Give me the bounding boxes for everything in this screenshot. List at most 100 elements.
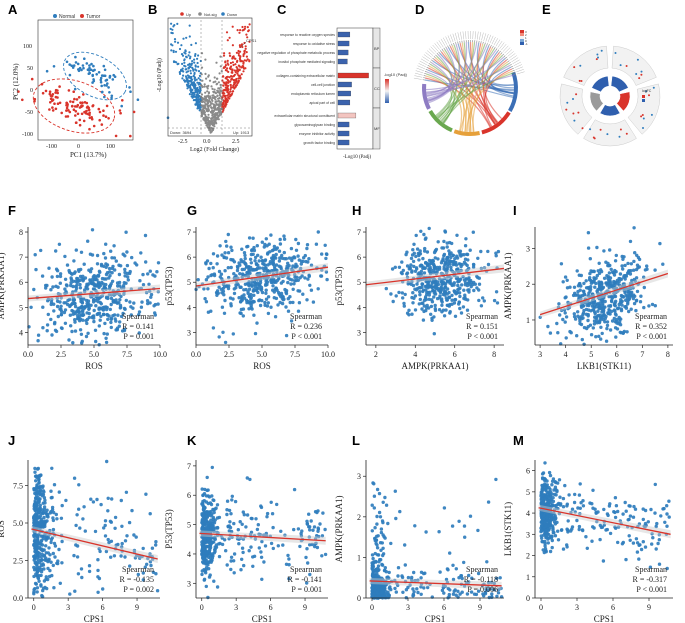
scatter-point	[445, 259, 449, 264]
scatter-point	[601, 307, 606, 311]
volcano-point	[201, 79, 204, 82]
scatter-point	[284, 562, 289, 566]
y-tick-label: 5	[187, 278, 191, 287]
scatter-point	[254, 267, 259, 272]
scatter-point	[271, 260, 275, 265]
scatter-point	[613, 294, 618, 299]
volcano-point	[213, 125, 216, 128]
scatter-point	[240, 557, 244, 561]
scatter-point	[49, 560, 53, 564]
scatter-point	[239, 536, 243, 540]
circ-gene-point	[577, 111, 580, 114]
volcano-point	[217, 87, 220, 90]
circ-gene-point	[619, 64, 622, 67]
scatter-point	[54, 249, 58, 253]
chord-gene-label-mark	[428, 48, 435, 55]
scatter-point	[376, 568, 380, 573]
scatter-point	[103, 534, 108, 538]
scatter-point	[83, 276, 88, 280]
volcano-point	[229, 90, 232, 93]
scatter-point	[52, 586, 56, 590]
scatter-point	[443, 286, 447, 290]
scatter-point	[296, 527, 301, 531]
scatter-point	[200, 487, 204, 491]
chord-gene-label-mark	[502, 45, 509, 52]
scatter-point	[278, 256, 282, 260]
scatter-point	[300, 529, 304, 533]
go-term-label: negative regulation of phosphate metabol…	[258, 51, 336, 55]
scatter-point	[242, 251, 247, 255]
chord-gene-tick	[436, 52, 439, 55]
scatter-point	[619, 298, 623, 302]
chord-gene-label-mark	[432, 44, 439, 52]
chord-gene-tick	[492, 45, 494, 48]
volcano-point	[189, 72, 192, 75]
scatter-point	[232, 272, 236, 276]
scatter-point	[413, 308, 418, 312]
scatter-point	[614, 253, 618, 258]
scatter-point	[324, 252, 329, 256]
scatter-point	[372, 494, 377, 498]
scatter-point	[292, 487, 297, 492]
scatter-point	[59, 312, 64, 317]
scatter-point	[454, 567, 458, 571]
scatter-point	[49, 302, 53, 307]
scatter-point	[379, 590, 384, 595]
chord-gene-label-mark	[507, 51, 514, 57]
scatter-point	[109, 302, 113, 307]
scatter-point	[269, 277, 274, 281]
circ-gene-point	[642, 127, 644, 129]
pca-point-tumor	[58, 85, 61, 88]
scatter-point	[618, 300, 623, 305]
pca-point-tumor	[83, 101, 87, 104]
scatter-point	[259, 255, 263, 259]
scatter-point	[212, 529, 216, 534]
scatter-point	[45, 586, 49, 591]
scatter-point	[38, 488, 43, 492]
x-axis-label: CPS1	[252, 614, 273, 623]
go-bar	[337, 121, 350, 128]
pca-point-tumor	[54, 95, 58, 99]
volcano-point	[216, 113, 219, 116]
scatter-point	[468, 248, 472, 252]
chord-gene-tick	[510, 65, 513, 68]
chord-gene-tick	[426, 67, 429, 69]
scatter-point	[97, 324, 102, 328]
scatter-point	[582, 281, 586, 286]
scatter-point	[51, 527, 56, 532]
volcano-point	[209, 120, 212, 124]
scatter-point	[230, 494, 234, 498]
pca-point-tumor	[78, 123, 82, 127]
scatter-point	[247, 236, 252, 240]
x-tick-label: 6	[615, 350, 619, 359]
pca-point-tumor	[88, 127, 91, 131]
scatter-point	[479, 249, 483, 254]
chord-gene-label-mark	[430, 46, 437, 53]
scatter-point	[271, 284, 275, 288]
scatter-point	[588, 287, 593, 292]
scatter-point	[453, 314, 458, 318]
scatter-point	[320, 554, 324, 558]
scatter-point	[52, 302, 56, 306]
circ-gene-point	[600, 49, 603, 52]
scatter-point	[587, 303, 591, 308]
scatter-point	[440, 300, 444, 304]
chord-gene-label-mark	[495, 39, 501, 47]
scatter-point	[245, 300, 249, 305]
pca-point-tumor	[73, 105, 77, 108]
scatter-point	[202, 510, 207, 514]
scatter-point	[577, 295, 581, 299]
scatter-point	[496, 591, 501, 595]
volcano-plot: Up Not-sig Down CPS1 Down: 3694 Up: 1913…	[156, 12, 257, 153]
volcano-point	[207, 106, 210, 109]
scatter-point	[117, 324, 122, 328]
pca-ytick-3: 0	[30, 88, 33, 94]
correlation-r: R = -0.135	[119, 575, 154, 584]
scatter-point	[400, 260, 404, 264]
scatter-point	[230, 535, 234, 539]
scatter-point	[266, 295, 271, 299]
circ-gene-point	[640, 73, 643, 76]
scatter-point	[588, 276, 592, 280]
scatter-point	[203, 569, 207, 573]
volcano-point	[206, 90, 209, 93]
